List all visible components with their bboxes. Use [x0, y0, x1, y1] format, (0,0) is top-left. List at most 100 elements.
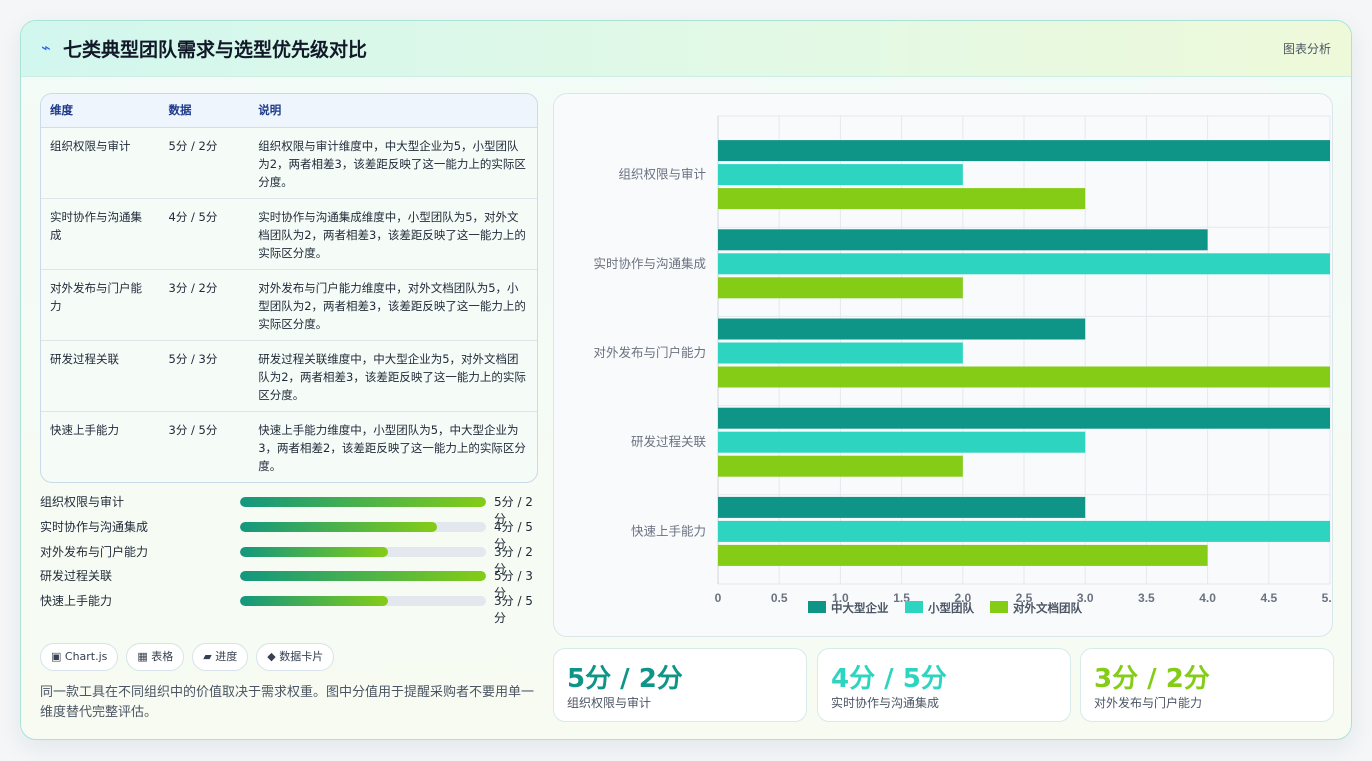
x-tick-label: 2.0 — [954, 591, 971, 605]
y-category-label: 实时协作与沟通集成 — [593, 256, 706, 271]
progress-fill — [240, 571, 486, 582]
table-cell-data: 5分 / 3分 — [159, 340, 250, 412]
progress-value: 4分 / 5分 — [494, 519, 533, 551]
table-cell-data: 3分 / 5分 — [168, 422, 218, 437]
progress-row: 对外发布与门户能力 3分 / 2分 — [40, 541, 540, 576]
table-header-data: 数据 — [159, 94, 250, 128]
progress-value: 5分 / 2分 — [494, 495, 533, 526]
progress-value: 5分 / 3分 — [494, 569, 533, 601]
bar — [718, 496, 1086, 518]
progress-row: 快速上手能力 3分 / 5分 — [40, 590, 540, 625]
progress-fill — [240, 497, 486, 507]
table-cell-data: 4分 / 5分 — [159, 198, 250, 270]
y-category-label: 快速上手能力 — [631, 523, 706, 538]
progress-row: 实时协作与沟通集成 4分 / 5分 — [40, 516, 540, 551]
x-tick-label: 2.5 — [1016, 591, 1033, 605]
table-cell-desc: 实时协作与沟通集成维度中，小型团队为5，对外文档团队为2，两者相差3，该差距反映… — [249, 198, 537, 270]
table-cell-dim: 快速上手能力 — [50, 422, 119, 437]
x-tick-label: 3.5 — [1138, 591, 1155, 605]
legend-label: 对外文档团队 — [1013, 601, 1082, 615]
progress-track — [240, 546, 486, 557]
footnote: 同一款工具在不同组织中的价值取决于需求权重。图中分值用于提醒采购者不要用单一维度… — [40, 685, 535, 720]
table-row: 对外发布与门户能力 3分 / 2分 对外发布与门户能力维度中，对外文档团队为5，… — [41, 269, 537, 341]
table-cell-data: 3分 / 2分 — [159, 269, 250, 341]
table-header-desc: 说明 — [249, 94, 537, 128]
chip-table[interactable]: ▦ 表格 — [126, 643, 185, 671]
data-table: 维度 数据 说明 组织权限与审计 5分 / 2分 组织权限与审计维度中，中大型企… — [40, 93, 538, 483]
progress-label: 对外发布与门户能力 — [40, 544, 149, 559]
x-tick-label: 3.0 — [1077, 591, 1094, 605]
table-cell-desc: 组织权限与审计维度中，中大型企业为5，小型团队为2，两者相差3，该差距反映了这一… — [249, 127, 537, 199]
progress-row: 研发过程关联 5分 / 3分 — [40, 565, 540, 600]
bar — [718, 342, 963, 364]
x-tick-label: 0.5 — [771, 591, 788, 605]
progress-label: 快速上手能力 — [40, 594, 113, 608]
x-tick-label: 1.0 — [832, 591, 849, 605]
kpi-label: 实时协作与沟通集成 — [831, 696, 940, 710]
table-cell-desc: 快速上手能力维度中，小型团队为5，中大型企业为3，两者相差2，该差距反映了这一能… — [258, 422, 526, 473]
y-category-label: 组织权限与审计 — [618, 167, 706, 182]
legend-label: 小型团队 — [927, 601, 974, 615]
kpi-label: 对外发布与门户能力 — [1094, 696, 1203, 710]
progress-label: 研发过程关联 — [40, 569, 113, 584]
kpi-value: 3分 / 2分 — [1094, 664, 1210, 694]
progress-fill — [240, 546, 388, 557]
table-cell-desc: 研发过程关联维度中，中大型企业为5，对外文档团队为2，两者相差3，该差距反映了这… — [249, 340, 537, 412]
tech-chips: ▣ Chart.js ▦ 表格 ▰ 进度 ◆ 数据卡片 — [40, 643, 335, 671]
card-header: ⌁ 七类典型团队需求与选型优先级对比 图表分析 — [21, 21, 1351, 77]
bar — [718, 407, 1330, 429]
table-cell-dim: 实时协作与沟通集成 — [41, 198, 160, 270]
table-cell-desc: 对外发布与门户能力维度中，对外文档团队为5，小型团队为2，两者相差3，该差距反映… — [249, 269, 537, 341]
bar — [718, 455, 963, 477]
dashboard-card: ⌁ 七类典型团队需求与选型优先级对比 图表分析 维度 数据 说明 组织权限与审计… — [20, 20, 1352, 740]
progress-track — [240, 596, 486, 606]
bar — [718, 366, 1330, 388]
progress-label: 组织权限与审计 — [40, 495, 125, 509]
bar-chart-panel: 00.51.01.52.02.53.03.54.04.55.0组织权限与审计实时… — [553, 93, 1333, 637]
table-header-dim: 维度 — [41, 94, 160, 128]
chip-chartjs[interactable]: ▣ Chart.js — [40, 643, 119, 671]
x-tick-label: 5.0 — [1322, 591, 1333, 605]
progress-fill — [240, 596, 388, 606]
progress-fill — [240, 521, 437, 532]
kpi-card: 5分 / 2分 组织权限与审计 — [553, 648, 807, 722]
legend-swatch — [990, 601, 1008, 613]
kpi-card: 4分 / 5分 实时协作与沟通集成 — [817, 648, 1071, 722]
progress-track — [240, 521, 486, 532]
bar — [718, 277, 963, 299]
y-category-label: 研发过程关联 — [631, 434, 707, 449]
chip-data-card[interactable]: ◆ 数据卡片 — [256, 643, 335, 671]
bar — [718, 188, 1086, 210]
lightning-icon: ⌁ — [41, 38, 51, 57]
table-row: 组织权限与审计 5分 / 2分 组织权限与审计维度中，中大型企业为5，小型团队为… — [41, 127, 537, 199]
legend-swatch — [808, 601, 826, 613]
progress-track — [240, 571, 486, 582]
legend-swatch — [905, 601, 923, 613]
bar — [718, 318, 1086, 340]
table-cell-dim: 研发过程关联 — [41, 340, 160, 412]
page-title: 七类典型团队需求与选型优先级对比 — [63, 39, 368, 61]
bar — [718, 229, 1208, 251]
progress-track — [240, 497, 486, 507]
kpi-value: 5分 / 2分 — [567, 664, 683, 694]
table-row: 快速上手能力 3分 / 5分 快速上手能力维度中，小型团队为5，中大型企业为3，… — [41, 411, 537, 482]
bar — [718, 253, 1330, 275]
table-cell-data: 5分 / 2分 — [159, 127, 250, 199]
table-cell-dim: 对外发布与门户能力 — [41, 269, 160, 341]
progress-value: 3分 / 5分 — [494, 594, 533, 625]
x-tick-label: 0 — [715, 591, 722, 605]
kpi-value: 4分 / 5分 — [831, 664, 947, 694]
bar — [718, 431, 1086, 453]
x-tick-label: 4.5 — [1260, 591, 1277, 605]
progress-label: 实时协作与沟通集成 — [40, 519, 149, 534]
kpi-label: 组织权限与审计 — [567, 696, 652, 710]
bar — [718, 520, 1330, 542]
kpi-card: 3分 / 2分 对外发布与门户能力 — [1080, 648, 1334, 722]
chip-progress[interactable]: ▰ 进度 — [192, 643, 249, 671]
table-row: 研发过程关联 5分 / 3分 研发过程关联维度中，中大型企业为5，对外文档团队为… — [41, 340, 537, 412]
y-category-label: 对外发布与门户能力 — [593, 345, 706, 360]
progress-value: 3分 / 2分 — [494, 544, 533, 576]
bar — [718, 140, 1330, 162]
bar-chart: 00.51.01.52.02.53.03.54.04.55.0组织权限与审计实时… — [593, 115, 1333, 615]
bar — [718, 544, 1208, 566]
